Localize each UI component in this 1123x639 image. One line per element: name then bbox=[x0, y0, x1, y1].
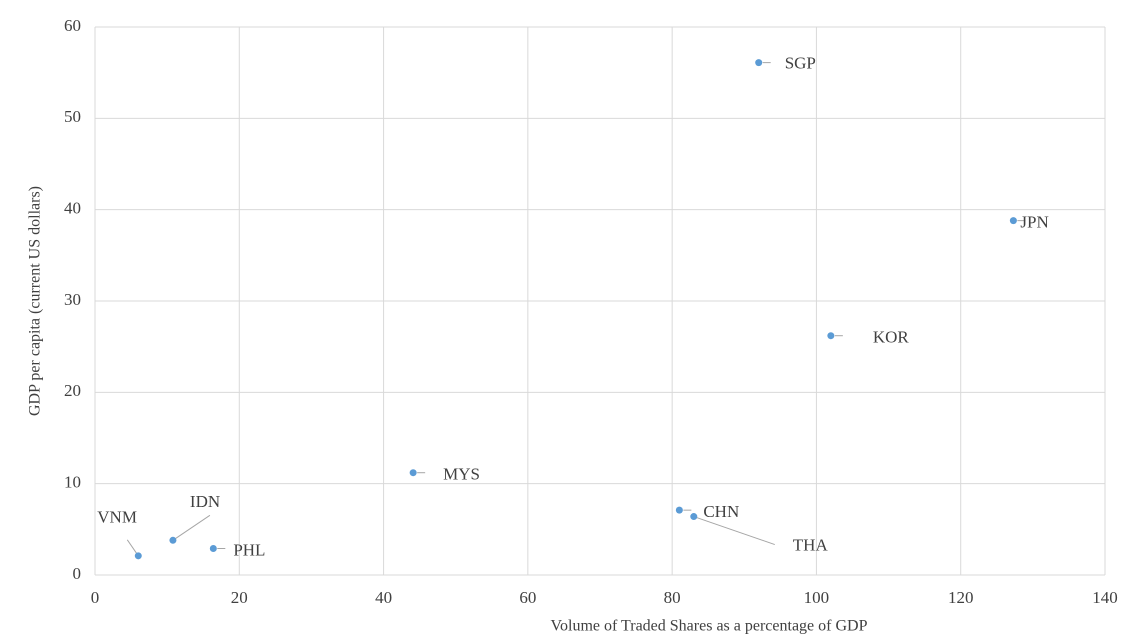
point-label: VNM bbox=[97, 508, 137, 527]
x-tick-label: 120 bbox=[948, 588, 974, 607]
point bbox=[409, 469, 417, 477]
point-label: KOR bbox=[873, 328, 910, 347]
point-label: CHN bbox=[703, 502, 739, 521]
point bbox=[827, 332, 835, 340]
x-tick-label: 40 bbox=[375, 588, 392, 607]
point bbox=[755, 59, 763, 67]
point bbox=[1009, 217, 1017, 225]
y-tick-label: 20 bbox=[64, 381, 81, 400]
point bbox=[209, 545, 217, 553]
point-label: MYS bbox=[443, 465, 480, 484]
point-label: THA bbox=[793, 535, 829, 554]
x-tick-label: 80 bbox=[664, 588, 681, 607]
y-tick-label: 60 bbox=[64, 16, 81, 35]
point-label: PHL bbox=[233, 540, 265, 559]
point bbox=[134, 552, 142, 560]
x-axis-title: Volume of Traded Shares as a percentage … bbox=[551, 618, 868, 635]
x-tick-label: 20 bbox=[231, 588, 248, 607]
y-tick-label: 10 bbox=[64, 473, 81, 492]
y-axis-title: GDP per capita (current US dollars) bbox=[27, 186, 44, 416]
x-tick-label: 140 bbox=[1092, 588, 1118, 607]
point-label: IDN bbox=[190, 492, 220, 511]
x-tick-label: 60 bbox=[519, 588, 536, 607]
y-tick-label: 40 bbox=[64, 199, 81, 218]
y-tick-label: 50 bbox=[64, 107, 81, 126]
y-tick-label: 0 bbox=[73, 564, 82, 583]
leader-line bbox=[693, 516, 775, 546]
point bbox=[169, 536, 177, 544]
leader-line bbox=[172, 514, 211, 541]
y-tick-label: 30 bbox=[64, 290, 81, 309]
point bbox=[690, 513, 698, 521]
point bbox=[675, 506, 683, 514]
point-label: JPN bbox=[1020, 213, 1048, 232]
point-label: SGP bbox=[785, 54, 816, 73]
x-tick-label: 100 bbox=[804, 588, 830, 607]
x-tick-label: 0 bbox=[91, 588, 100, 607]
